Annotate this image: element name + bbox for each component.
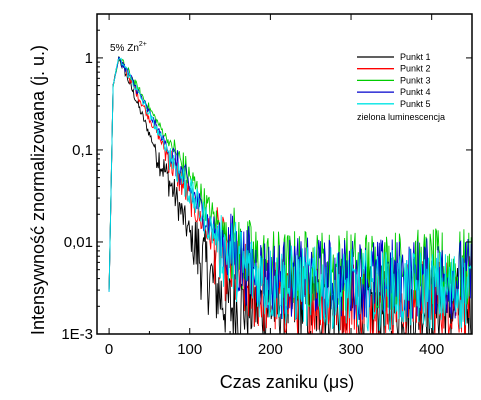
series-layer [108, 56, 472, 334]
legend-note: zielona luminescencja [357, 112, 445, 122]
x-tick-label: 0 [105, 341, 113, 358]
tick-layer: 0 100 200 300 400 1E-3 0,01 0,1 1 [61, 13, 472, 358]
y-tick-label: 1E-3 [61, 326, 93, 343]
y-tick-label: 0,1 [72, 142, 93, 159]
legend-label: Punkt 2 [400, 64, 431, 74]
x-axis-title: Czas zaniku (μs) [220, 372, 354, 392]
plot-frame [96, 13, 473, 335]
series-line-5 [108, 57, 472, 332]
annotation-superscript: 2+ [139, 41, 147, 48]
legend-label: Punkt 3 [400, 75, 431, 85]
y-tick-label: 0,01 [64, 234, 93, 251]
annotation-label: 5% Zn2+ [110, 41, 147, 54]
legend-label: Punkt 1 [400, 52, 431, 62]
y-tick-label: 1 [85, 50, 93, 67]
legend-label: Punkt 4 [400, 87, 431, 97]
x-tick-label: 200 [258, 341, 283, 358]
y-axis-title: Intensywność znormalizowana (j. u.) [28, 45, 48, 335]
legend-label: Punkt 5 [400, 99, 431, 109]
x-tick-label: 100 [177, 341, 202, 358]
x-tick-label: 400 [419, 341, 444, 358]
x-tick-label: 300 [339, 341, 364, 358]
